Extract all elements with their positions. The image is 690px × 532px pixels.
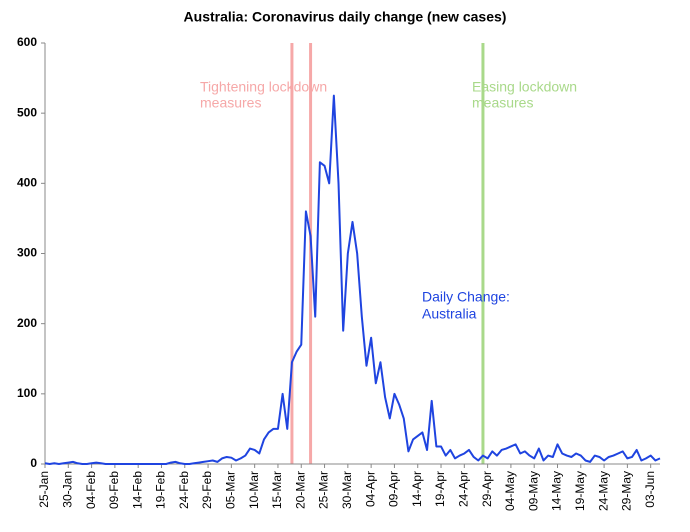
- x-tick-label: 25-Mar: [317, 471, 331, 509]
- x-tick-label: 19-Apr: [433, 471, 447, 507]
- x-tick-label: 09-May: [526, 471, 540, 511]
- y-tick-label: 100: [17, 386, 37, 400]
- x-tick-label: 29-May: [620, 471, 634, 511]
- series-label: Australia: [422, 306, 477, 322]
- x-tick-label: 04-May: [503, 471, 517, 511]
- x-tick-label: 10-Mar: [247, 471, 261, 509]
- chart-title: Australia: Coronavirus daily change (new…: [184, 9, 507, 25]
- annotation-text: measures: [200, 95, 261, 111]
- y-tick-label: 400: [17, 176, 37, 190]
- annotation-text: Easing lockdown: [472, 79, 577, 95]
- annotation-text: Tightening lockdown: [200, 79, 327, 95]
- x-tick-label: 04-Apr: [363, 471, 377, 507]
- y-tick-label: 300: [17, 246, 37, 260]
- x-tick-label: 24-Apr: [456, 471, 470, 507]
- x-tick-label: 14-Apr: [410, 471, 424, 507]
- x-tick-label: 24-Feb: [177, 471, 191, 509]
- series-label: Daily Change:: [422, 289, 510, 305]
- x-tick-label: 29-Apr: [480, 471, 494, 507]
- x-tick-label: 20-Mar: [293, 471, 307, 509]
- x-tick-label: 03-Jun: [643, 471, 657, 508]
- annotation-text: measures: [472, 95, 533, 111]
- x-tick-label: 25-Jan: [37, 471, 51, 508]
- x-tick-label: 09-Apr: [387, 471, 401, 507]
- x-tick-label: 30-Jan: [60, 471, 74, 508]
- x-tick-label: 19-May: [573, 471, 587, 511]
- x-tick-label: 09-Feb: [107, 471, 121, 509]
- x-tick-label: 14-Feb: [130, 471, 144, 509]
- y-tick-label: 200: [17, 316, 37, 330]
- y-tick-label: 500: [17, 105, 37, 119]
- x-tick-label: 29-Feb: [200, 471, 214, 509]
- series-line: [44, 94, 661, 465]
- x-tick-label: 04-Feb: [84, 471, 98, 509]
- y-tick-label: 600: [17, 35, 37, 49]
- x-tick-label: 14-May: [550, 471, 564, 511]
- x-tick-label: 05-Mar: [224, 471, 238, 509]
- y-tick-label: 0: [30, 456, 37, 470]
- x-tick-label: 19-Feb: [154, 471, 168, 509]
- x-tick-label: 30-Mar: [340, 471, 354, 509]
- x-tick-label: 15-Mar: [270, 471, 284, 509]
- x-tick-label: 24-May: [596, 471, 610, 511]
